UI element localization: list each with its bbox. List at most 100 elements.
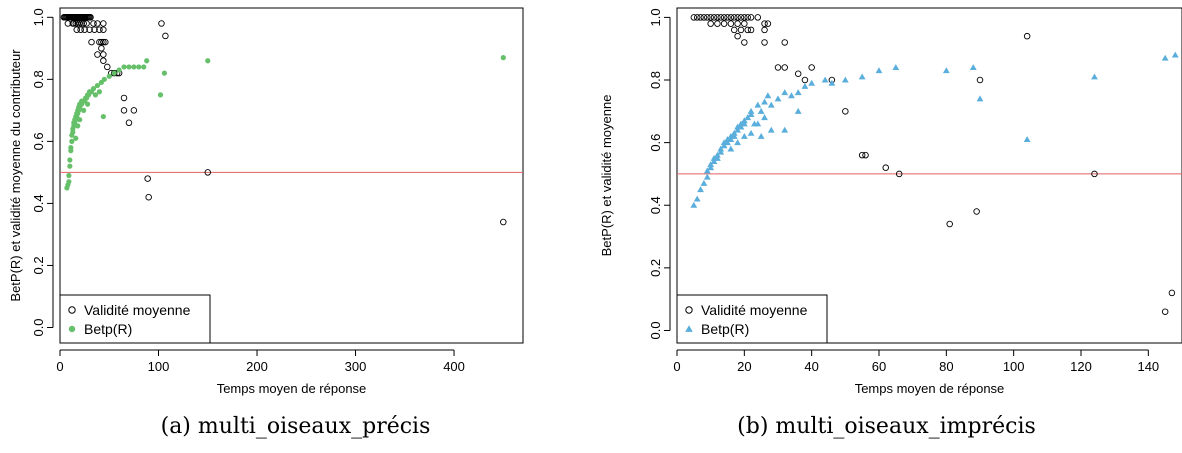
- validity-point: [120, 94, 128, 102]
- x-tick-label: 40: [804, 359, 818, 374]
- validity-point: [781, 39, 788, 46]
- betp-point: [77, 117, 83, 123]
- validity-point: [83, 20, 90, 27]
- validity-point: [500, 218, 507, 226]
- legend-label: Validité moyenne: [701, 302, 808, 318]
- validity-point: [1161, 308, 1169, 315]
- betp-point: [693, 195, 701, 202]
- legend-marker-validity: [685, 306, 693, 314]
- validity-point: [697, 14, 704, 21]
- validity-point: [700, 14, 708, 21]
- validity-point: [144, 175, 151, 182]
- validity-point: [707, 14, 714, 21]
- caption-b: (b) multi_oiseaux_imprécis: [737, 414, 1036, 439]
- validity-point: [717, 14, 725, 21]
- validity-point: [100, 38, 107, 46]
- validity-point: [882, 164, 889, 171]
- validity-point: [734, 20, 741, 27]
- plot-frame: [59, 7, 524, 344]
- validity-point: [98, 38, 105, 46]
- y-axis-title: BetP(R) et validité moyenne du contribut…: [8, 49, 23, 302]
- validity-point: [70, 20, 78, 27]
- y-tick-label: 0.2: [648, 259, 663, 277]
- x-tick-label: 120: [1070, 359, 1092, 374]
- validity-point: [737, 14, 745, 21]
- betp-point: [761, 98, 768, 105]
- y-tick-label: 1.0: [31, 8, 46, 26]
- validity-point: [98, 45, 105, 52]
- betp-point: [710, 158, 718, 164]
- betp-point: [67, 163, 73, 169]
- validity-point: [94, 20, 101, 27]
- validity-point: [761, 26, 768, 34]
- validity-point: [102, 38, 109, 46]
- validity-point: [690, 14, 698, 21]
- betp-point: [781, 89, 789, 96]
- betp-point: [794, 89, 802, 96]
- y-tick-label: 0.8: [648, 71, 663, 89]
- betp-point: [106, 73, 112, 79]
- betp-point: [720, 142, 728, 149]
- betp-point: [976, 95, 984, 102]
- betp-point: [111, 70, 117, 76]
- validity-point: [976, 76, 984, 84]
- legend-marker-validity: [68, 306, 76, 314]
- betp-point: [205, 58, 211, 64]
- betp-point: [126, 64, 132, 70]
- betp-point: [144, 58, 150, 64]
- validity-point: [744, 26, 751, 34]
- validity-point: [724, 14, 731, 21]
- betp-point: [754, 101, 762, 108]
- validity-point: [704, 14, 711, 21]
- y-tick-label: 1.0: [648, 8, 663, 26]
- plot-area: [677, 14, 1182, 315]
- betp-point: [767, 101, 775, 108]
- y-tick-label: 0.2: [31, 256, 46, 274]
- betp-point: [96, 89, 103, 95]
- x-tick-label: 0: [56, 359, 63, 374]
- x-tick-label: 400: [443, 359, 465, 374]
- validity-point: [730, 26, 738, 34]
- x-tick-label: 100: [148, 359, 170, 374]
- validity-point: [741, 14, 748, 21]
- validity-point: [754, 14, 762, 21]
- validity-point: [100, 51, 107, 58]
- betp-point: [116, 67, 122, 73]
- y-tick-label: 0.4: [648, 196, 663, 214]
- betp-point: [717, 148, 725, 155]
- betp-point: [714, 154, 721, 161]
- betp-point: [92, 92, 99, 98]
- validity-point: [737, 26, 745, 34]
- validity-point: [730, 14, 738, 21]
- betp-point: [892, 64, 900, 71]
- betp-point: [101, 76, 107, 82]
- betp-point: [1171, 51, 1179, 58]
- betp-point: [75, 123, 81, 129]
- validity-point: [794, 70, 802, 77]
- betp-point: [740, 120, 748, 127]
- validity-point: [744, 14, 751, 21]
- betp-point: [131, 64, 137, 70]
- validity-point: [125, 119, 133, 127]
- scatter-chart-a: 0 100 200 300 400 0.0 0.2 0.4 0.6 0.8 1.0 Temps moy…: [8, 7, 524, 396]
- validity-point: [801, 76, 809, 84]
- validity-point: [710, 14, 718, 21]
- validity-point: [158, 20, 165, 27]
- validity-point: [77, 26, 84, 33]
- scatter-chart-b: 0 20 40 60 80 100 120 140 0.0 0.2 0.4 0.6 0.8 1.0 Temp…: [599, 7, 1182, 396]
- betp-point: [942, 67, 950, 74]
- betp-point: [84, 101, 91, 107]
- validity-point: [145, 193, 152, 201]
- y-tick-label: 0.8: [31, 70, 46, 88]
- validity-point: [747, 26, 755, 34]
- validity-point: [895, 170, 903, 178]
- betp-point: [707, 161, 715, 168]
- validity-point: [204, 169, 212, 176]
- validity-point: [100, 20, 107, 27]
- betp-point: [761, 114, 768, 121]
- x-tick-label: 60: [872, 359, 886, 374]
- validity-point: [727, 20, 735, 27]
- validity-point: [100, 57, 107, 64]
- validity-point: [734, 14, 741, 21]
- validity-point: [761, 20, 768, 27]
